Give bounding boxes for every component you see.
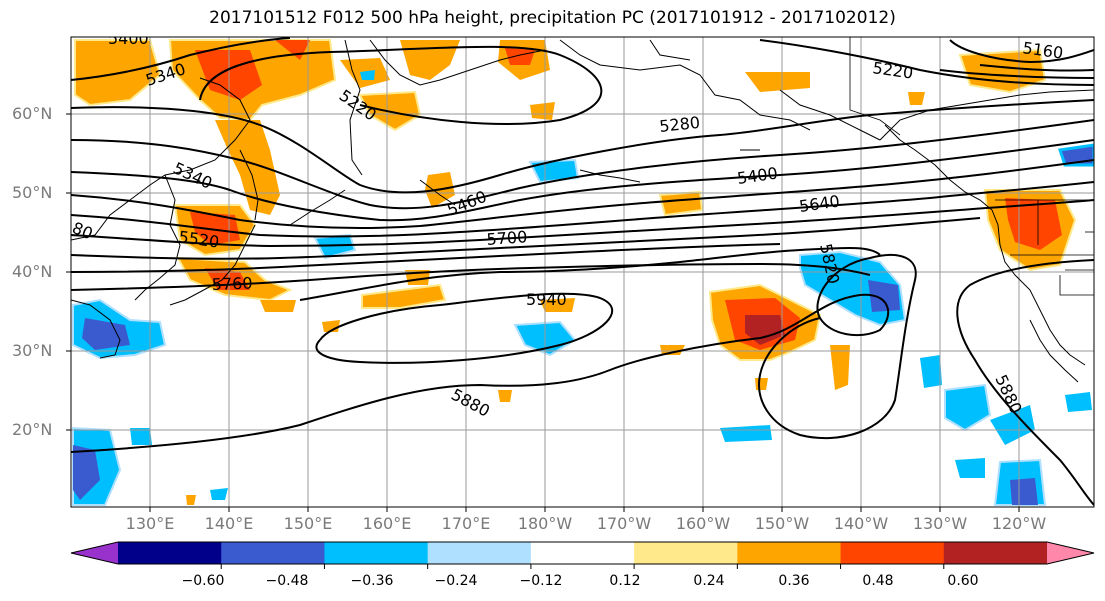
colorbar-tick-label: −0.36	[350, 573, 394, 589]
lon-label: 160°W	[675, 514, 731, 533]
contour-label: 5700	[486, 227, 528, 249]
contour-label: 5940	[526, 290, 567, 309]
colorbar-segments	[118, 542, 1048, 564]
colorbar-tick-label: −0.48	[265, 573, 309, 589]
colorbar-segment	[221, 542, 325, 564]
lon-label: 170°W	[596, 514, 652, 533]
lon-label: 180°W	[517, 514, 573, 533]
colorbar-segment	[737, 542, 842, 564]
colorbar-extend-high	[1047, 542, 1094, 564]
colorbar-segment	[530, 542, 635, 564]
colorbar-outline	[70, 541, 1095, 565]
map-title: 2017101512 F012 500 hPa height, precipit…	[209, 8, 896, 28]
colorbar-tick-label: 0.12	[609, 573, 641, 589]
lon-label: 120°W	[991, 514, 1047, 533]
contour-label: 5280	[658, 113, 700, 136]
lon-label: 150°W	[754, 514, 810, 533]
colorbar-tick-label: 0.24	[693, 573, 725, 589]
colorbar-tick-label: 0.48	[862, 573, 894, 589]
colorbar-segment	[634, 542, 738, 564]
colorbar-extend-low	[71, 542, 118, 564]
height-contours	[71, 37, 1094, 506]
lon-label: 160°E	[362, 514, 412, 533]
colorbar-segment	[324, 542, 429, 564]
lon-label: 130°W	[912, 514, 968, 533]
lat-label-20n: 20°N	[12, 420, 53, 439]
lon-label: 150°E	[283, 514, 333, 533]
colorbar-segment	[427, 542, 532, 564]
colorbar-tick-label: −0.24	[434, 573, 478, 589]
colorbar-tick-label: 0.36	[778, 573, 810, 589]
colorbar-segment	[118, 542, 222, 564]
lon-label: 170°E	[441, 514, 491, 533]
colorbar-tick-label: −0.60	[181, 573, 225, 589]
colorbar-tick-label: 0.60	[947, 573, 979, 589]
colorbar-ticks	[220, 564, 945, 569]
lat-label-50n: 50°N	[12, 183, 53, 202]
lon-label: 140°E	[204, 514, 254, 533]
colorbar-tick-label: −0.12	[519, 573, 563, 589]
lat-label-30n: 30°N	[12, 341, 53, 360]
axis-ticks	[66, 113, 1020, 512]
lon-label: 130°E	[125, 514, 175, 533]
lon-label: 140°W	[833, 514, 889, 533]
lat-label-40n: 40°N	[12, 262, 53, 281]
contour-label: 5400	[108, 29, 149, 48]
colorbar-segment	[840, 542, 945, 564]
political-borders	[849, 37, 1094, 296]
precip-negative-areas	[72, 70, 1094, 506]
lat-label-60n: 60°N	[12, 104, 53, 123]
contour-label: 5760	[211, 274, 252, 294]
colorbar-segment	[943, 542, 1048, 564]
